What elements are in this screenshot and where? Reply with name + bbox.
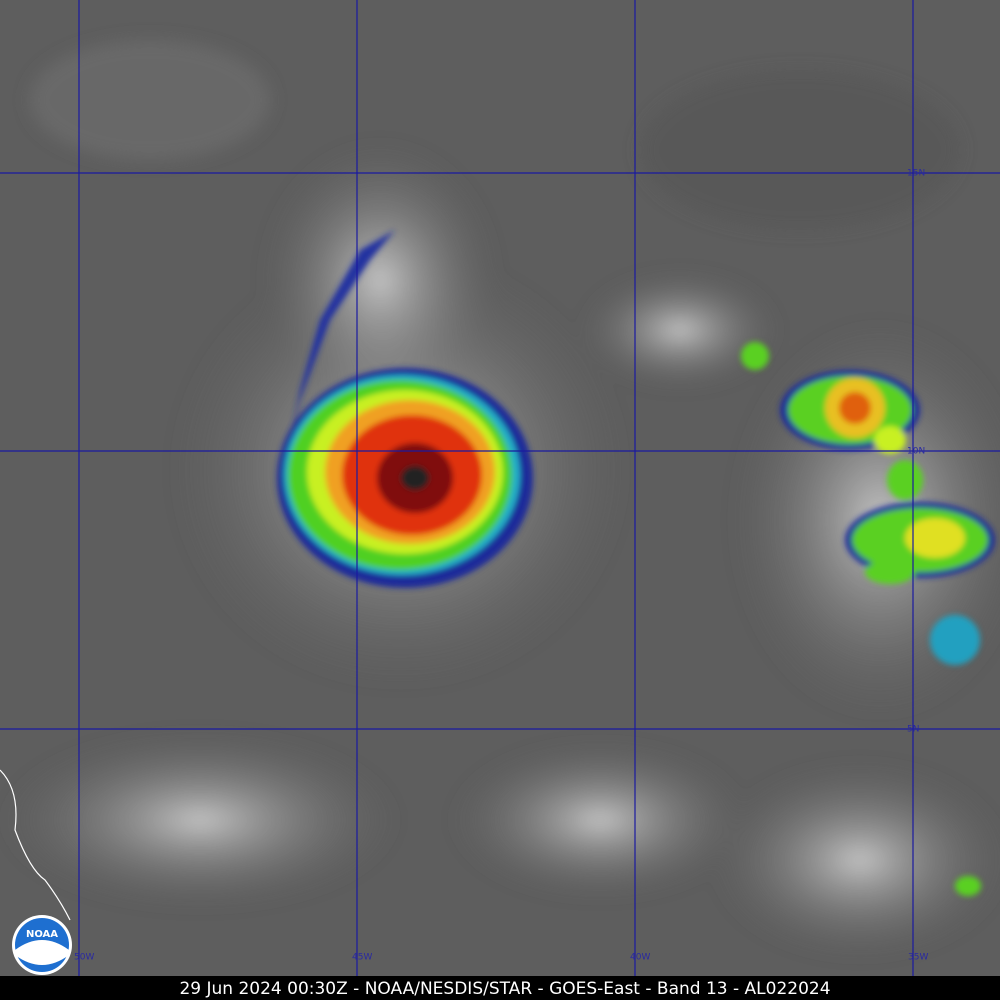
latitude-label: 5N <box>907 725 919 735</box>
latitude-label: 10N <box>907 447 925 457</box>
convection-cluster <box>741 342 995 896</box>
logo-text: NOAA <box>26 929 58 940</box>
noaa-logo: NOAA <box>12 915 72 975</box>
longitude-label: 45W <box>352 953 372 963</box>
longitude-label: 40W <box>630 953 650 963</box>
caption-bar <box>0 976 1000 1000</box>
graticule <box>0 0 1000 976</box>
coastline <box>0 769 71 921</box>
longitude-label: 50W <box>74 953 94 963</box>
storm <box>277 230 533 588</box>
caption: 29 Jun 2024 00:30Z - NOAA/NESDIS/STAR - … <box>179 979 830 999</box>
latitude-label: 15N <box>907 169 925 179</box>
longitude-label: 35W <box>908 953 928 963</box>
